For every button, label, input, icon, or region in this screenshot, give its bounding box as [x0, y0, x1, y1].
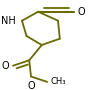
Text: O: O	[78, 7, 85, 17]
Text: NH: NH	[1, 16, 16, 26]
Text: O: O	[27, 81, 35, 90]
Text: CH₃: CH₃	[51, 77, 66, 86]
Text: O: O	[2, 61, 9, 71]
